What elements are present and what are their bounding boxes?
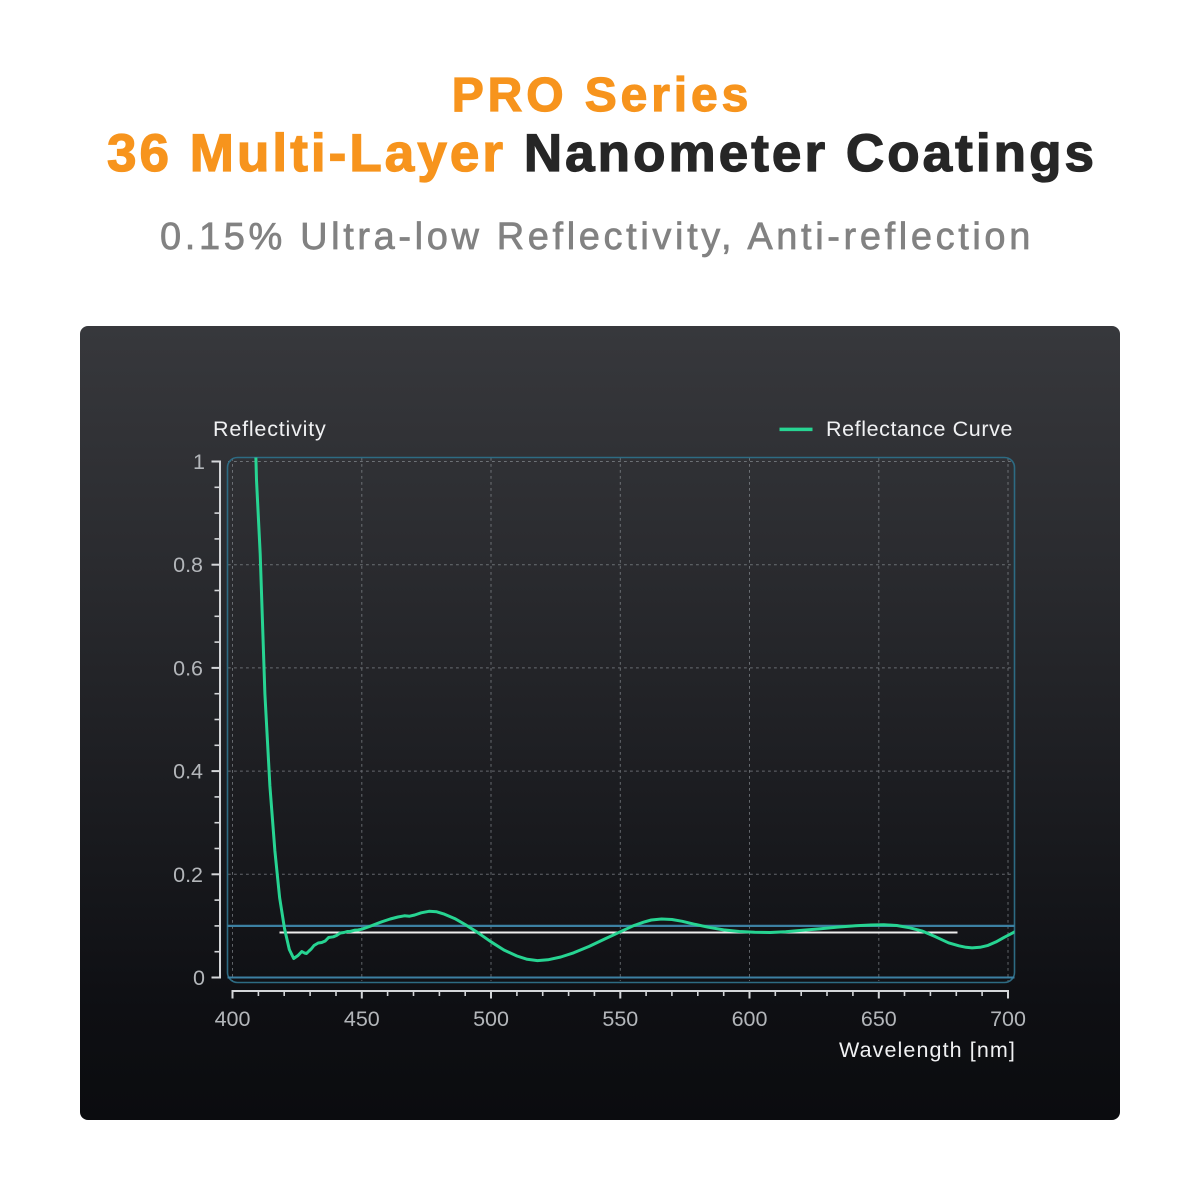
svg-text:550: 550 bbox=[602, 1007, 638, 1031]
svg-text:600: 600 bbox=[732, 1007, 768, 1031]
svg-text:450: 450 bbox=[344, 1007, 380, 1031]
svg-text:0.6: 0.6 bbox=[173, 656, 203, 680]
svg-text:700: 700 bbox=[990, 1007, 1026, 1031]
svg-text:0: 0 bbox=[193, 966, 205, 990]
svg-text:Reflectivity: Reflectivity bbox=[213, 417, 327, 441]
svg-text:0.2: 0.2 bbox=[173, 863, 203, 887]
svg-text:400: 400 bbox=[215, 1007, 251, 1031]
svg-text:0.4: 0.4 bbox=[173, 760, 203, 784]
svg-text:Wavelength [nm]: Wavelength [nm] bbox=[839, 1038, 1016, 1062]
svg-text:650: 650 bbox=[861, 1007, 897, 1031]
svg-text:0.8: 0.8 bbox=[173, 553, 203, 577]
svg-text:Reflectance Curve: Reflectance Curve bbox=[826, 417, 1013, 441]
svg-text:500: 500 bbox=[473, 1007, 509, 1031]
svg-text:1: 1 bbox=[193, 450, 205, 474]
